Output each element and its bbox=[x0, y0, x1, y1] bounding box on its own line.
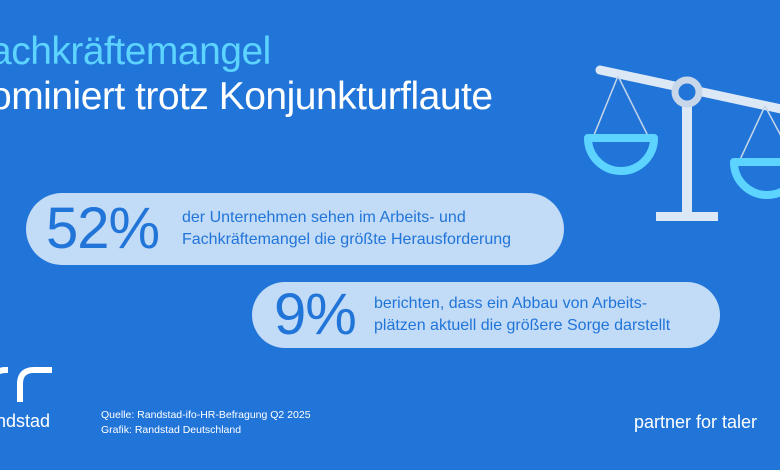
scale-left-string-b bbox=[617, 75, 651, 141]
scale-right-string-b bbox=[764, 105, 780, 136]
source-line-1: Quelle: Randstad-ifo-HR-Befragung Q2 202… bbox=[101, 409, 311, 421]
stat-value-2: 9% bbox=[274, 282, 357, 347]
stat-text-2-line-2: plätzen aktuell die größere Sorge darste… bbox=[374, 317, 671, 334]
stat-text-1-line-2: Fachkräftemangel die größte Herausforder… bbox=[182, 231, 512, 248]
stat-card-1: 52% der Unternehmen sehen im Arbeits- un… bbox=[26, 193, 564, 265]
stat-text-1-line-1: der Unternehmen sehen im Arbeits- und bbox=[182, 209, 466, 227]
scale-base bbox=[656, 212, 718, 221]
stat-text-1: der Unternehmen sehen im Arbeits- und Fa… bbox=[182, 207, 511, 250]
scale-right-plate bbox=[730, 158, 780, 199]
scale-pillar bbox=[682, 90, 692, 218]
logo-stroke-left bbox=[0, 367, 8, 375]
scale-left-plate bbox=[584, 134, 658, 175]
stat-text-2-line-1: berichten, dass ein Abbau von Arbeits- bbox=[374, 295, 648, 313]
headline-line-2: ominiert trotz Konjunkturflaute bbox=[0, 74, 493, 118]
stat-value-1: 52% bbox=[46, 196, 160, 261]
scale-right-string-a bbox=[737, 105, 766, 165]
source-line-2: Grafik: Randstad Deutschland bbox=[101, 423, 242, 436]
stat-card-2: 9% berichten, dass ein Abbau von Arbeits… bbox=[252, 282, 720, 348]
headline-line-1: achkräftemangel bbox=[0, 30, 271, 73]
scale-pivot bbox=[671, 76, 703, 108]
headline: achkräftemangel ominiert trotz Konjunktu… bbox=[0, 30, 493, 120]
balance-scale-icon bbox=[584, 65, 780, 221]
logo-wordmark: ndstad bbox=[0, 411, 51, 431]
tagline: partner for taler bbox=[634, 412, 758, 432]
logo-stroke-right bbox=[17, 367, 52, 402]
source-note: Quelle: Randstad-ifo-HR-Befragung Q2 202… bbox=[101, 408, 311, 437]
scale-left-string-a bbox=[591, 75, 619, 141]
stat-text-2: berichten, dass ein Abbau von Arbeits- p… bbox=[374, 293, 670, 336]
randstad-logo-icon bbox=[0, 367, 52, 402]
